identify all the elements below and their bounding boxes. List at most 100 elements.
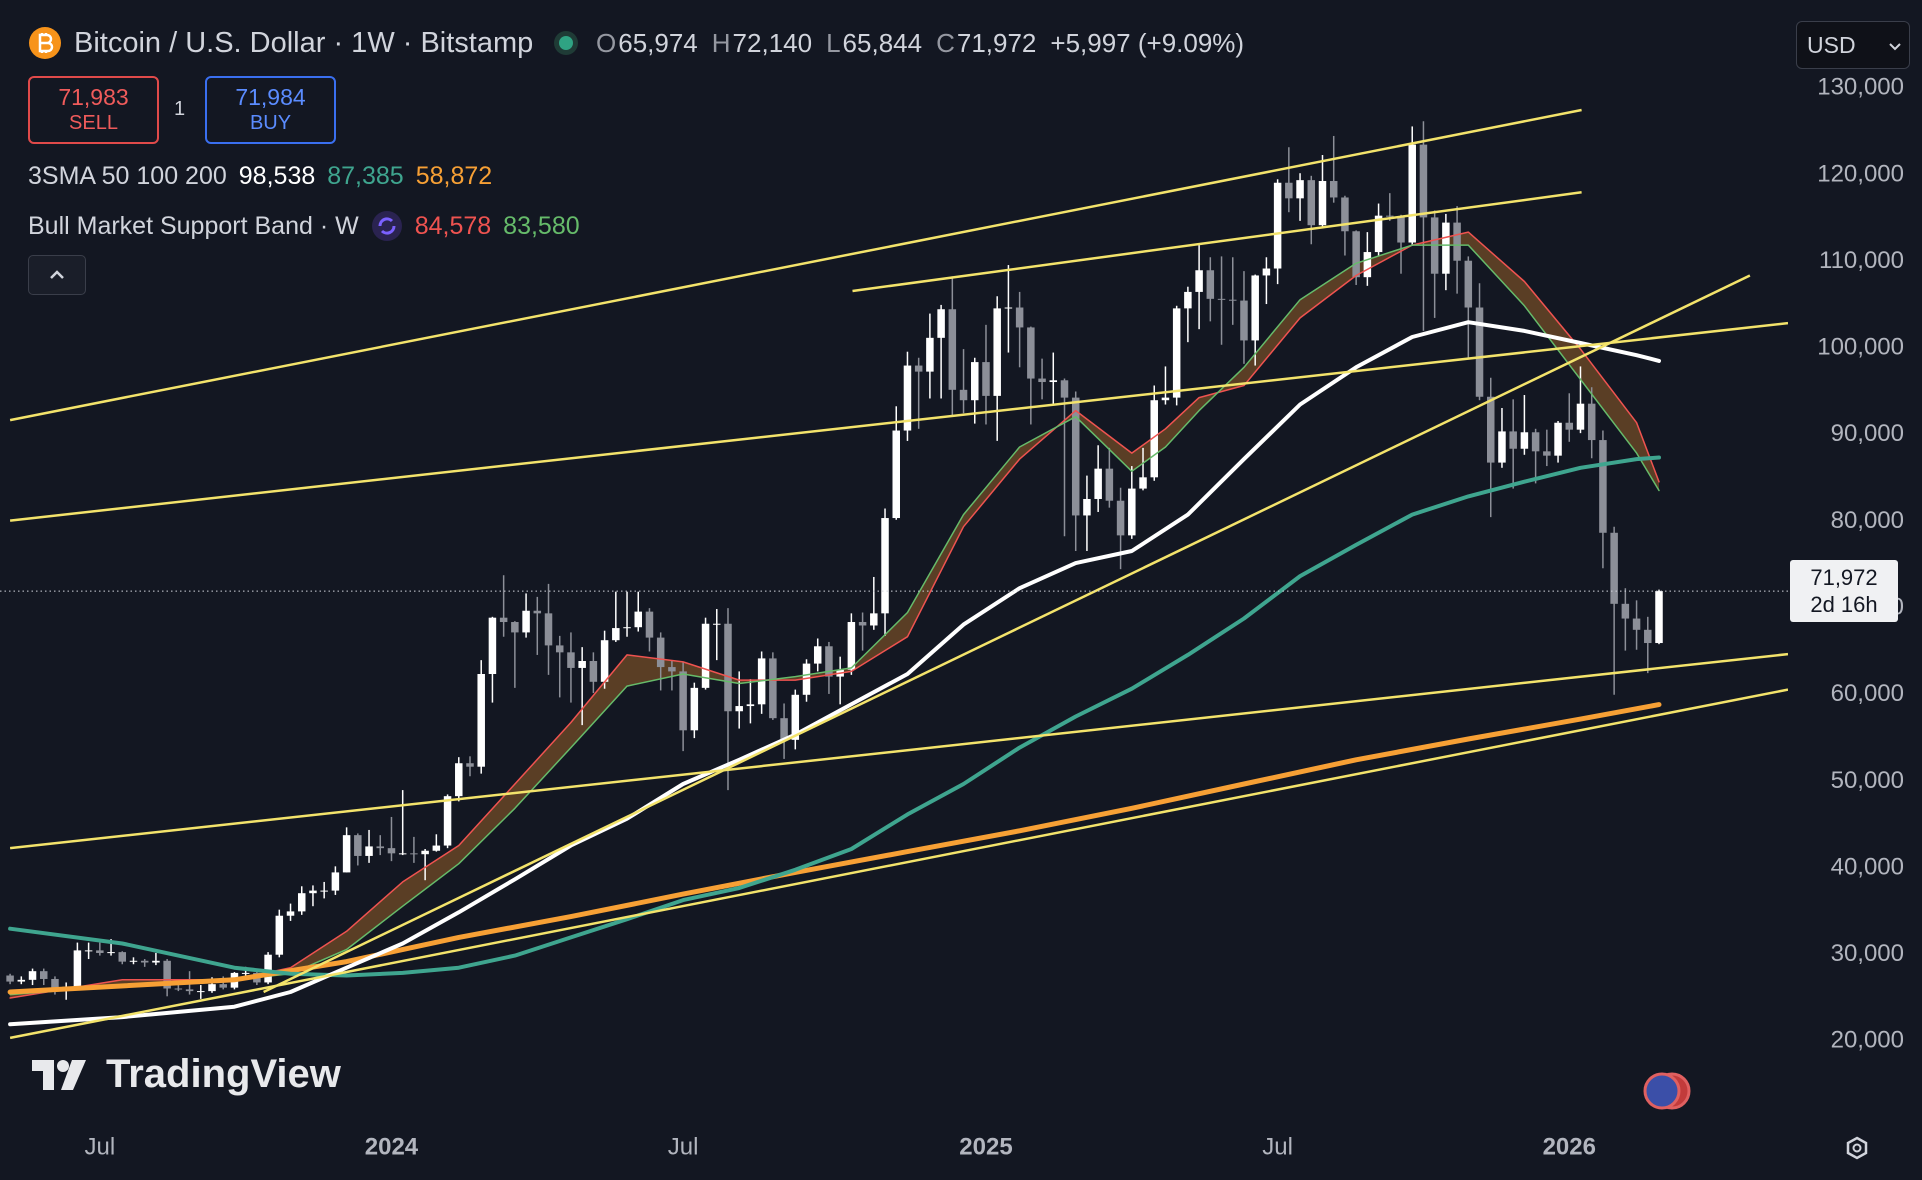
candle-body — [533, 610, 542, 614]
candle-body — [185, 989, 194, 992]
currency: USD — [1807, 31, 1856, 58]
plot-area — [0, 108, 1788, 1040]
candle-body — [140, 960, 149, 963]
candle-body — [1027, 327, 1035, 379]
trendline — [852, 191, 1582, 293]
y-tick-label: 90,000 — [1831, 420, 1904, 447]
ohlc-key: O — [596, 28, 617, 58]
candle-body — [1128, 488, 1136, 536]
candle-body — [219, 984, 227, 988]
candle-body — [1049, 380, 1058, 383]
candle-body — [455, 763, 463, 797]
candle-body — [286, 911, 295, 916]
candle-body — [1464, 260, 1473, 308]
candle-body — [690, 687, 699, 731]
candle-body — [1116, 500, 1125, 536]
candle-body — [1318, 181, 1327, 226]
candle-body — [197, 991, 205, 993]
candle-body — [522, 610, 530, 633]
candle-body — [701, 623, 710, 688]
indicator-value: 58,872 — [415, 162, 493, 190]
ohlc-item: L65,844 — [826, 28, 922, 59]
candle-body — [623, 627, 631, 629]
candle-body — [84, 950, 93, 952]
ohlc-value: 72,140 — [732, 28, 813, 58]
candle-body — [724, 623, 732, 712]
ohlc-item: H72,140 — [712, 28, 812, 59]
candle-body — [376, 846, 385, 849]
x-tick-label: Jul — [84, 1133, 115, 1160]
y-tick-label: 100,000 — [1817, 334, 1904, 361]
candle-body — [1520, 432, 1529, 449]
candle-body — [1475, 307, 1484, 397]
candle-body — [174, 988, 183, 990]
x-tick-label: 2024 — [365, 1133, 419, 1160]
candle-body — [1576, 403, 1585, 430]
ohlc-item: O65,974 — [596, 28, 698, 59]
candle-body — [937, 309, 945, 338]
indicator-value: 84,578 — [414, 211, 492, 240]
candle-body — [1486, 396, 1495, 463]
candle-body — [1251, 275, 1259, 341]
candle-body — [881, 518, 889, 614]
buy-button[interactable]: 71,984 BUY — [205, 76, 336, 144]
candle-body — [769, 658, 777, 719]
buy-price: 71,984 — [235, 84, 306, 110]
candle-body — [1150, 400, 1158, 478]
candle-body — [1599, 440, 1607, 533]
last-price-label: 71,972 2d 16h — [1790, 560, 1898, 623]
candle-body — [1352, 231, 1360, 278]
indicator-name[interactable]: Bull Market Support Band · W — [28, 211, 359, 240]
candle-body — [488, 617, 497, 674]
candle-body — [96, 950, 104, 953]
trendline — [9, 321, 1788, 522]
candle-body — [342, 835, 351, 873]
candle-body — [1004, 307, 1013, 309]
candle-body — [791, 694, 800, 740]
brand-logo — [32, 1059, 86, 1090]
candle-body — [320, 890, 328, 892]
candle-body — [1038, 378, 1046, 383]
candle-body — [107, 952, 115, 954]
candle-body — [982, 362, 990, 396]
y-tick-label: 50,000 — [1831, 767, 1904, 794]
x-tick-label: Jul — [668, 1133, 699, 1160]
settings-icon-center — [1852, 1143, 1862, 1153]
candle-body — [926, 337, 934, 372]
candle-body — [1285, 182, 1293, 199]
brand-name: TradingView — [106, 1052, 341, 1096]
x-tick-label: Jul — [1262, 1133, 1293, 1160]
currency-select[interactable]: USD — [1796, 21, 1910, 69]
candle-body — [1307, 180, 1316, 226]
change: +5,997 (+9.09%) — [1050, 28, 1245, 58]
candle-body — [1610, 532, 1618, 604]
candle-body — [1632, 618, 1641, 630]
ohlc-value: 65,844 — [842, 28, 923, 58]
indicator-name[interactable]: 3SMA 50 100 200 — [28, 162, 227, 190]
candle-body — [443, 796, 452, 846]
candle-body — [555, 645, 564, 653]
candle-body — [387, 848, 396, 854]
candle-body — [28, 971, 37, 980]
candle-body — [241, 972, 250, 974]
sell-button[interactable]: 71,983 SELL — [28, 76, 159, 144]
ohlc-value: 71,972 — [956, 28, 1037, 58]
y-tick-label: 20,000 — [1831, 1027, 1904, 1054]
candle-body — [1229, 299, 1237, 301]
candle-body — [589, 661, 598, 682]
candle-body — [118, 952, 127, 962]
candle-body — [398, 853, 407, 855]
indicator-value: 87,385 — [327, 162, 404, 190]
y-tick-label: 130,000 — [1817, 74, 1904, 101]
event-flag[interactable] — [1643, 1072, 1681, 1110]
collapse-button[interactable] — [28, 255, 86, 295]
candle-body — [567, 652, 575, 668]
chevron — [50, 270, 64, 279]
candle-body — [152, 960, 160, 963]
symbol-title[interactable]: Bitcoin / U.S. Dollar · 1W · Bitstamp — [74, 26, 534, 59]
candle-body — [511, 622, 519, 633]
settings-icon[interactable] — [1846, 1136, 1868, 1160]
ohlc-item: C71,972 — [936, 28, 1036, 59]
trendline — [9, 108, 1582, 422]
